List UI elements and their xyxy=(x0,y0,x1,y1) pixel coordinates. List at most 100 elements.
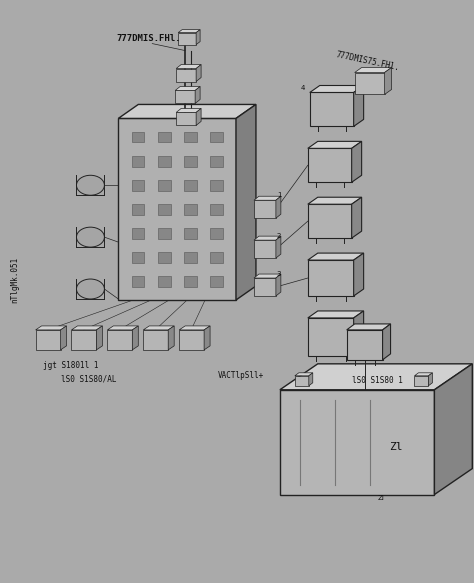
Polygon shape xyxy=(254,236,281,240)
Bar xyxy=(131,252,145,263)
Text: lS0 S1S80 1: lS0 S1S80 1 xyxy=(352,376,402,385)
Polygon shape xyxy=(310,86,364,93)
Bar xyxy=(355,72,384,94)
Polygon shape xyxy=(308,141,362,148)
Text: nTlgMk.051: nTlgMk.051 xyxy=(11,257,19,303)
Bar xyxy=(176,69,196,82)
Text: Zl: Zl xyxy=(378,494,384,500)
Bar xyxy=(184,252,197,263)
Bar xyxy=(118,118,236,300)
Bar xyxy=(414,376,428,386)
Bar xyxy=(158,156,171,167)
Polygon shape xyxy=(72,326,102,330)
Polygon shape xyxy=(384,68,392,94)
Bar xyxy=(184,276,197,287)
Bar xyxy=(131,228,145,239)
Polygon shape xyxy=(96,326,102,350)
Polygon shape xyxy=(108,326,138,330)
Polygon shape xyxy=(308,311,364,318)
Polygon shape xyxy=(36,326,66,330)
Text: jgt S1801l 1: jgt S1801l 1 xyxy=(43,361,98,370)
Polygon shape xyxy=(354,311,364,356)
Polygon shape xyxy=(118,104,256,118)
Text: Zl: Zl xyxy=(390,441,403,452)
Bar xyxy=(210,276,223,287)
Polygon shape xyxy=(308,253,364,260)
Polygon shape xyxy=(280,364,472,390)
Polygon shape xyxy=(276,274,281,296)
Ellipse shape xyxy=(76,175,104,195)
Polygon shape xyxy=(383,324,391,360)
Polygon shape xyxy=(352,197,362,238)
Bar xyxy=(184,156,197,167)
Bar xyxy=(210,156,223,167)
Bar xyxy=(131,132,145,142)
Polygon shape xyxy=(352,141,362,182)
Bar xyxy=(179,330,204,350)
Bar xyxy=(72,330,96,350)
Polygon shape xyxy=(346,324,391,330)
Text: VACTlpSll+: VACTlpSll+ xyxy=(218,371,264,380)
Bar xyxy=(308,148,352,182)
Bar xyxy=(184,132,197,142)
Bar xyxy=(210,132,223,142)
Text: 2: 2 xyxy=(277,233,281,239)
Bar xyxy=(184,203,197,215)
Bar xyxy=(131,203,145,215)
Polygon shape xyxy=(195,86,200,103)
Bar xyxy=(210,203,223,215)
Polygon shape xyxy=(428,373,432,386)
Polygon shape xyxy=(276,196,281,218)
Bar xyxy=(308,318,354,356)
Polygon shape xyxy=(196,30,200,44)
Bar xyxy=(210,228,223,239)
Bar xyxy=(184,228,197,239)
Bar xyxy=(308,204,352,238)
Polygon shape xyxy=(168,326,174,350)
Polygon shape xyxy=(176,108,201,113)
Polygon shape xyxy=(143,326,174,330)
Polygon shape xyxy=(276,236,281,258)
Bar xyxy=(295,376,309,386)
Bar xyxy=(346,330,383,360)
Polygon shape xyxy=(178,30,200,33)
Bar xyxy=(143,330,168,350)
Polygon shape xyxy=(354,86,364,127)
Polygon shape xyxy=(308,197,362,204)
Bar xyxy=(210,252,223,263)
Text: lS0 S1S80/AL: lS0 S1S80/AL xyxy=(61,375,116,384)
Bar xyxy=(158,132,171,142)
Polygon shape xyxy=(254,274,281,278)
Bar xyxy=(254,200,276,218)
Polygon shape xyxy=(176,65,201,69)
Bar xyxy=(308,260,354,296)
Bar xyxy=(108,330,132,350)
Bar xyxy=(310,93,354,127)
Text: 3: 3 xyxy=(277,271,282,277)
Ellipse shape xyxy=(76,227,104,247)
Polygon shape xyxy=(61,326,66,350)
Polygon shape xyxy=(196,108,201,125)
Polygon shape xyxy=(132,326,138,350)
Bar xyxy=(176,113,196,125)
Polygon shape xyxy=(434,364,472,494)
Polygon shape xyxy=(354,253,364,296)
Polygon shape xyxy=(414,373,432,376)
Bar xyxy=(178,33,196,44)
Bar xyxy=(210,180,223,191)
Bar xyxy=(254,278,276,296)
Bar xyxy=(254,240,276,258)
Bar xyxy=(158,203,171,215)
Bar xyxy=(184,180,197,191)
Bar xyxy=(280,390,434,494)
Bar xyxy=(131,276,145,287)
Polygon shape xyxy=(236,104,256,300)
Polygon shape xyxy=(309,373,313,386)
Polygon shape xyxy=(204,326,210,350)
Ellipse shape xyxy=(76,279,104,299)
Text: 4: 4 xyxy=(301,86,305,92)
Bar xyxy=(158,252,171,263)
Polygon shape xyxy=(295,373,313,376)
Polygon shape xyxy=(175,86,200,90)
Bar xyxy=(158,276,171,287)
